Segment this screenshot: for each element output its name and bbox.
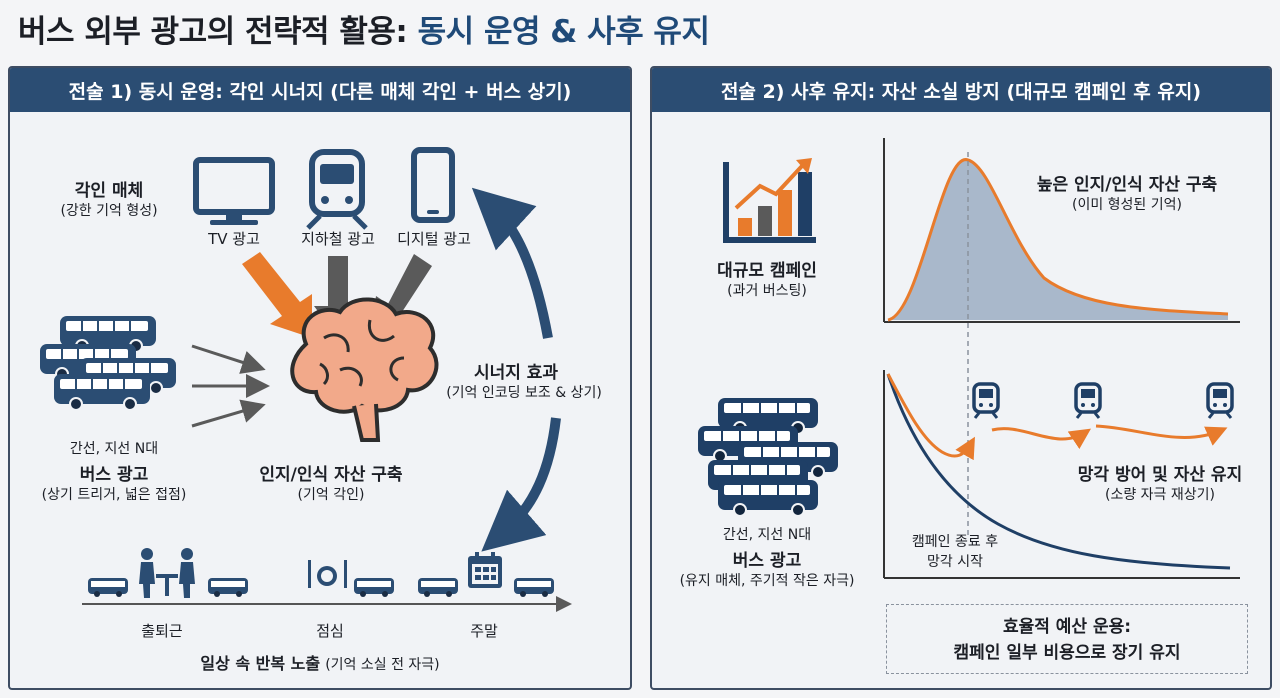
digital-label: 디지털 광고 [397,230,471,248]
tv-icon [193,157,275,225]
awareness-curve [887,158,1229,322]
campaign-subtitle: (과거 버스팅) [727,283,807,299]
page-title: 버스 외부 광고의 전략적 활용: 동시 운영 & 사후 유지 [18,14,710,50]
tactic-1-diagram [39,147,572,612]
timeline-commute: 출퇴근 [141,622,183,640]
tactic-2-header: 전술 2) 사후 유지: 자산 소실 방지 (대규모 캠페인 후 유지) [652,68,1270,112]
smartphone-icon [411,147,455,223]
timeline-lunch: 점심 [316,622,344,640]
growth-chart-icon [723,158,816,243]
timeline-weekend: 주말 [470,622,498,640]
people-table-icon [139,548,195,598]
calendar-icon [468,552,502,588]
peak-subtitle: (이미 형성된 기억) [1072,197,1182,213]
synergy-subtitle: (기억 인코딩 보조 & 상기) [446,385,602,401]
train-icon-2 [1074,382,1102,420]
bus-arrow-1 [191,344,266,374]
right-bus-fleet-icon [697,397,839,517]
tactic-2-panel: 전술 2) 사후 유지: 자산 소실 방지 (대규모 캠페인 후 유지) [650,66,1272,690]
media-title: 각인 매체 [74,181,144,201]
left-bus-subtitle: (상기 트리거, 넓은 접점) [41,487,187,503]
tactic-1-panel: 전술 1) 동시 운영: 각인 시너지 (다른 매체 각인 + 버스 상기) [8,66,632,690]
brain-icon [290,297,439,442]
awareness-area [888,159,1228,320]
maintained-curve [886,373,975,461]
subway-icon [306,149,368,230]
meal-icon [308,560,347,588]
synergy-arrow-up [471,187,553,339]
tv-arrow [242,252,312,338]
right-bus-title: 버스 광고 [732,551,802,571]
budget-note: 효율적 예산 운용: 캠페인 일부 비용으로 장기 유지 [886,604,1248,674]
tactic-2-diagram [697,138,1240,579]
forgetting-curve [886,373,1231,570]
maintained-curve-3 [1095,424,1228,446]
brain-subtitle: (기억 각인) [297,487,365,503]
bus-arrow-3 [191,399,266,428]
left-bus-title: 버스 광고 [79,465,149,485]
tactic-1-header: 전술 1) 동시 운영: 각인 시너지 (다른 매체 각인 + 버스 상기) [10,68,630,112]
synergy-arrow-down [481,417,561,552]
brain-title: 인지/인식 자산 구축 [259,465,403,485]
daily-exposure-caption: 일상 속 반복 노출 (기억 소실 전 자극) [200,654,440,673]
right-bus-count: 간선, 지선 N대 [722,527,812,543]
maintained-curve-2 [991,427,1091,450]
campaign-end-label: 캠페인 종료 후 망각 시작 [911,534,999,570]
peak-title: 높은 인지/인식 자산 구축 [1036,175,1218,195]
maintain-subtitle: (소량 자극 재상기) [1105,487,1215,503]
train-icon-1 [972,382,1000,420]
subway-label: 지하철 광고 [301,230,375,248]
tv-label: TV 광고 [208,230,260,248]
campaign-title: 대규모 캠페인 [717,261,817,281]
media-subtitle: (강한 기억 형성) [60,203,158,219]
right-bus-subtitle: (유지 매체, 주기적 작은 자극) [679,573,855,589]
synergy-title: 시너지 효과 [473,363,559,383]
train-icon-3 [1206,382,1234,420]
left-bus-count: 간선, 지선 N대 [69,441,159,457]
bus-fleet-icon [39,315,177,411]
maintain-title: 망각 방어 및 자산 유지 [1077,465,1243,485]
